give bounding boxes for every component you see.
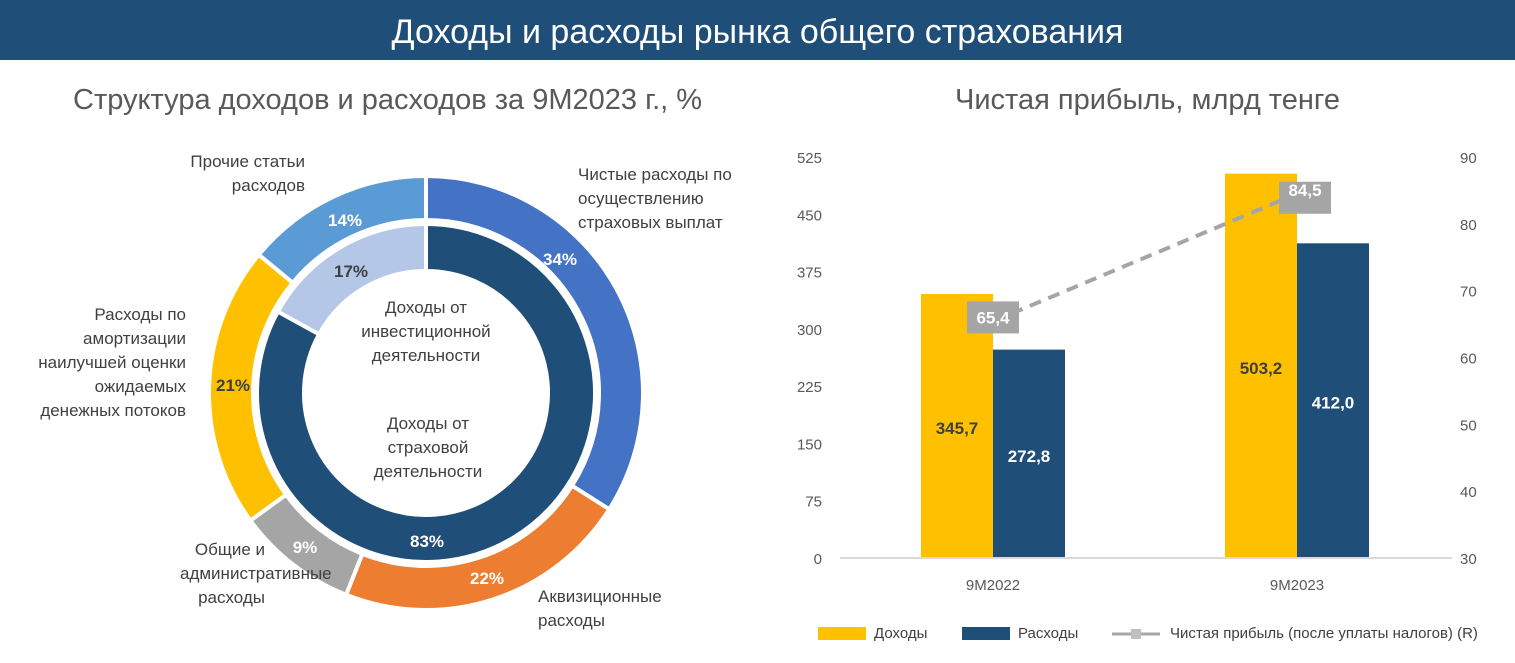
legend-expenses: Расходы xyxy=(962,625,1078,642)
y2-tick-label: 50 xyxy=(1460,417,1477,434)
legend-swatch xyxy=(818,627,866,640)
label-other: Прочие статьи расходов xyxy=(190,152,305,195)
y2-tick-label: 70 xyxy=(1460,284,1477,301)
legend-swatch xyxy=(962,627,1010,640)
y2-tick-label: 40 xyxy=(1460,484,1477,501)
bar xyxy=(993,349,1065,558)
y-tick-label: 150 xyxy=(797,436,822,453)
legend-line-marker xyxy=(1112,628,1160,639)
bar-value-label: 503,2 xyxy=(1240,359,1283,378)
label-acquisition: Аквизиционные расходы xyxy=(538,587,662,630)
legend-income: Доходы xyxy=(818,625,927,642)
bar xyxy=(921,293,993,558)
bar-value-label: 345,7 xyxy=(936,419,979,438)
x-tick-label: 9M2023 xyxy=(1270,577,1324,594)
outer-value-label: 14% xyxy=(328,211,362,230)
label-insurance-income: Доходы от страховой деятельности xyxy=(373,414,483,481)
donut-title: Структура доходов и расходов за 9M2023 г… xyxy=(73,84,703,116)
outer-value-label: 22% xyxy=(470,569,504,588)
y-tick-label: 450 xyxy=(797,207,822,224)
y-tick-label: 225 xyxy=(797,379,822,396)
y2-tick-label: 90 xyxy=(1460,150,1477,167)
inner-value-label: 83% xyxy=(410,532,444,551)
y-tick-label: 300 xyxy=(797,322,822,339)
label-amortization: Расходы по амортизации наилучшей оценки … xyxy=(38,305,186,420)
label-investment-income: Доходы от инвестиционной деятельности xyxy=(361,298,491,365)
y-tick-label: 75 xyxy=(805,494,822,511)
bar-value-label: 272,8 xyxy=(1008,447,1051,466)
y2-tick-label: 80 xyxy=(1460,217,1477,234)
inner-slice xyxy=(255,221,597,564)
net-profit-value-label: 84,5 xyxy=(1288,181,1321,200)
y-tick-label: 525 xyxy=(797,150,822,167)
net-profit-value-label: 65,4 xyxy=(976,308,1010,327)
y-tick-label: 375 xyxy=(797,265,822,282)
net-profit-line xyxy=(992,191,1298,324)
net-profit-label-box xyxy=(967,301,1019,334)
net-profit-label-box xyxy=(1279,181,1331,214)
label-claims: Чистые расходы по осуществлению страховы… xyxy=(578,165,732,232)
outer-value-label: 34% xyxy=(543,250,577,269)
outer-value-label: 21% xyxy=(216,376,250,395)
outer-slice xyxy=(255,173,428,286)
page-title: Доходы и расходы рынка общего страховани… xyxy=(0,0,1515,60)
bar-chart-title: Чистая прибыль, млрд тенге xyxy=(955,84,1340,116)
bar xyxy=(1297,243,1369,558)
x-tick-label: 9M2022 xyxy=(966,577,1020,594)
bar xyxy=(1225,173,1297,558)
y-tick-label: 0 xyxy=(814,551,822,568)
inner-value-label: 17% xyxy=(334,262,368,281)
legend-net-profit: Чистая прибыль (после уплаты налогов) (R… xyxy=(1110,625,1478,642)
label-admin: Общие и административные расходы xyxy=(180,540,332,607)
bar-value-label: 412,0 xyxy=(1312,394,1355,413)
inner-slice xyxy=(275,221,428,337)
outer-value-label: 9% xyxy=(293,538,318,557)
y2-tick-label: 60 xyxy=(1460,351,1477,368)
y2-tick-label: 30 xyxy=(1460,551,1477,568)
